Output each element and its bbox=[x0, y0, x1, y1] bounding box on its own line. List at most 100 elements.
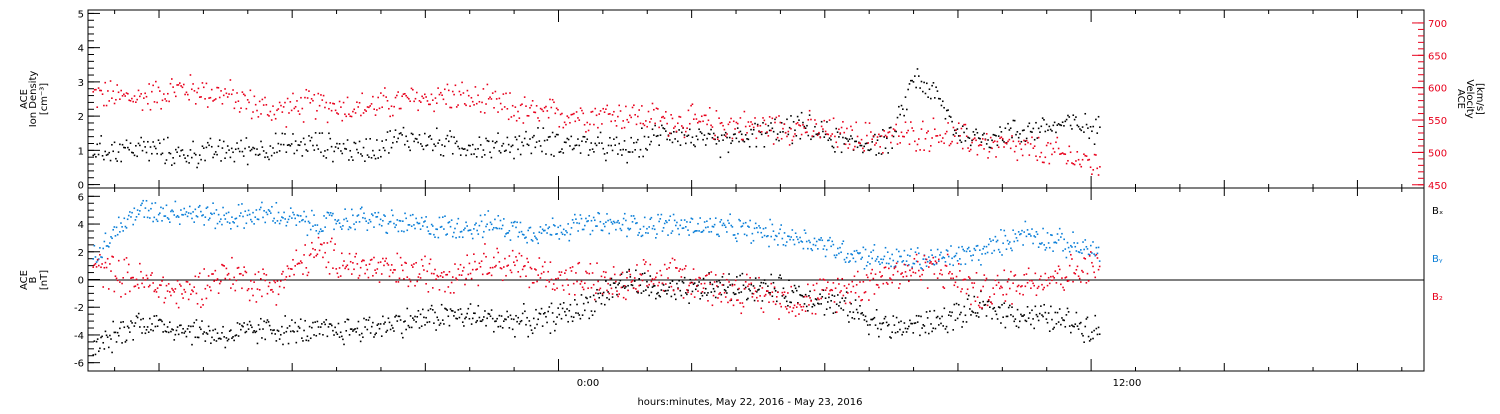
density-point bbox=[285, 151, 288, 153]
bx-point bbox=[645, 289, 647, 291]
by-point bbox=[647, 232, 649, 234]
density-point bbox=[129, 142, 132, 145]
by-point bbox=[738, 218, 740, 221]
bz-point bbox=[807, 283, 809, 286]
bz-point bbox=[1088, 255, 1091, 257]
by-point bbox=[626, 235, 628, 238]
bz-point bbox=[404, 261, 406, 264]
density-point bbox=[212, 156, 214, 159]
bz-point bbox=[800, 305, 802, 308]
by-point bbox=[931, 254, 933, 256]
by-point bbox=[145, 199, 148, 202]
bx-point bbox=[364, 326, 366, 328]
velocity-point bbox=[626, 118, 628, 121]
density-point bbox=[369, 137, 372, 140]
velocity-point bbox=[322, 94, 325, 97]
by-point bbox=[1070, 244, 1072, 247]
density-point bbox=[181, 149, 184, 151]
bz-point bbox=[340, 252, 343, 255]
by-point bbox=[362, 216, 364, 219]
density-point bbox=[108, 151, 111, 154]
density-point bbox=[405, 135, 407, 138]
density-point bbox=[967, 136, 969, 139]
density-point bbox=[340, 150, 342, 152]
bz-point bbox=[448, 270, 451, 273]
bz-point bbox=[858, 295, 860, 298]
bx-point bbox=[613, 282, 616, 284]
by-point bbox=[575, 218, 577, 220]
by-point bbox=[990, 240, 992, 243]
by-point bbox=[173, 214, 176, 216]
bx-point bbox=[293, 331, 295, 333]
bx-point bbox=[1024, 319, 1027, 322]
by-point bbox=[802, 247, 805, 250]
bz-point bbox=[140, 270, 142, 273]
bx-point bbox=[601, 294, 604, 297]
density-point bbox=[505, 149, 507, 152]
density-point bbox=[932, 82, 935, 84]
bz-point bbox=[1010, 270, 1012, 273]
velocity-point bbox=[755, 137, 758, 140]
density-point bbox=[550, 153, 553, 156]
density-point bbox=[362, 146, 365, 149]
by-point bbox=[113, 226, 116, 228]
bz-point bbox=[439, 275, 442, 277]
velocity-point bbox=[546, 110, 549, 112]
bz-point bbox=[815, 282, 818, 285]
by-point bbox=[709, 217, 711, 220]
density-point bbox=[951, 120, 953, 123]
bz-point bbox=[622, 296, 625, 299]
by-point bbox=[572, 221, 575, 224]
bx-point bbox=[574, 299, 576, 301]
bx-point bbox=[400, 332, 403, 335]
by-point bbox=[665, 220, 667, 222]
bz-point bbox=[1025, 273, 1028, 275]
by-point bbox=[849, 260, 851, 262]
bz-point bbox=[560, 271, 563, 273]
by-point bbox=[210, 212, 212, 215]
bz-point bbox=[153, 290, 156, 293]
bz-point bbox=[889, 277, 891, 279]
by-point bbox=[231, 216, 233, 218]
bz-point bbox=[566, 278, 568, 281]
velocity-point bbox=[569, 121, 571, 124]
bz-point bbox=[353, 268, 355, 271]
by-point bbox=[638, 231, 640, 234]
bx-point bbox=[916, 321, 919, 323]
by-point bbox=[274, 222, 277, 224]
by-point bbox=[811, 249, 814, 252]
bx-point bbox=[360, 332, 363, 335]
velocity-point bbox=[244, 94, 246, 97]
by-point bbox=[680, 219, 683, 221]
velocity-point bbox=[495, 98, 498, 100]
density-point bbox=[578, 144, 581, 147]
by-point bbox=[464, 227, 466, 230]
velocity-point bbox=[453, 93, 455, 96]
velocity-point bbox=[297, 110, 300, 112]
bz-point bbox=[993, 293, 996, 295]
bx-point bbox=[901, 333, 903, 336]
by-point bbox=[974, 249, 977, 252]
bx-point bbox=[282, 343, 284, 346]
bz-point bbox=[284, 278, 287, 281]
by-point bbox=[656, 233, 658, 235]
bz-point bbox=[837, 277, 839, 280]
bx-point bbox=[851, 317, 854, 319]
by-point bbox=[510, 221, 513, 224]
bz-point bbox=[105, 266, 108, 269]
bx-point bbox=[329, 323, 332, 325]
density-point bbox=[804, 127, 807, 130]
bz-point bbox=[915, 253, 918, 256]
velocity-point bbox=[971, 141, 973, 144]
velocity-point bbox=[394, 96, 397, 99]
bz-point bbox=[720, 300, 723, 303]
density-point bbox=[922, 90, 924, 93]
velocity-point bbox=[189, 74, 192, 76]
by-point bbox=[1020, 233, 1022, 235]
density-point bbox=[1048, 125, 1051, 128]
bz-point bbox=[893, 267, 896, 270]
by-point bbox=[844, 261, 847, 263]
velocity-point bbox=[487, 97, 490, 100]
by-point bbox=[487, 210, 490, 212]
bz-point bbox=[516, 259, 518, 262]
